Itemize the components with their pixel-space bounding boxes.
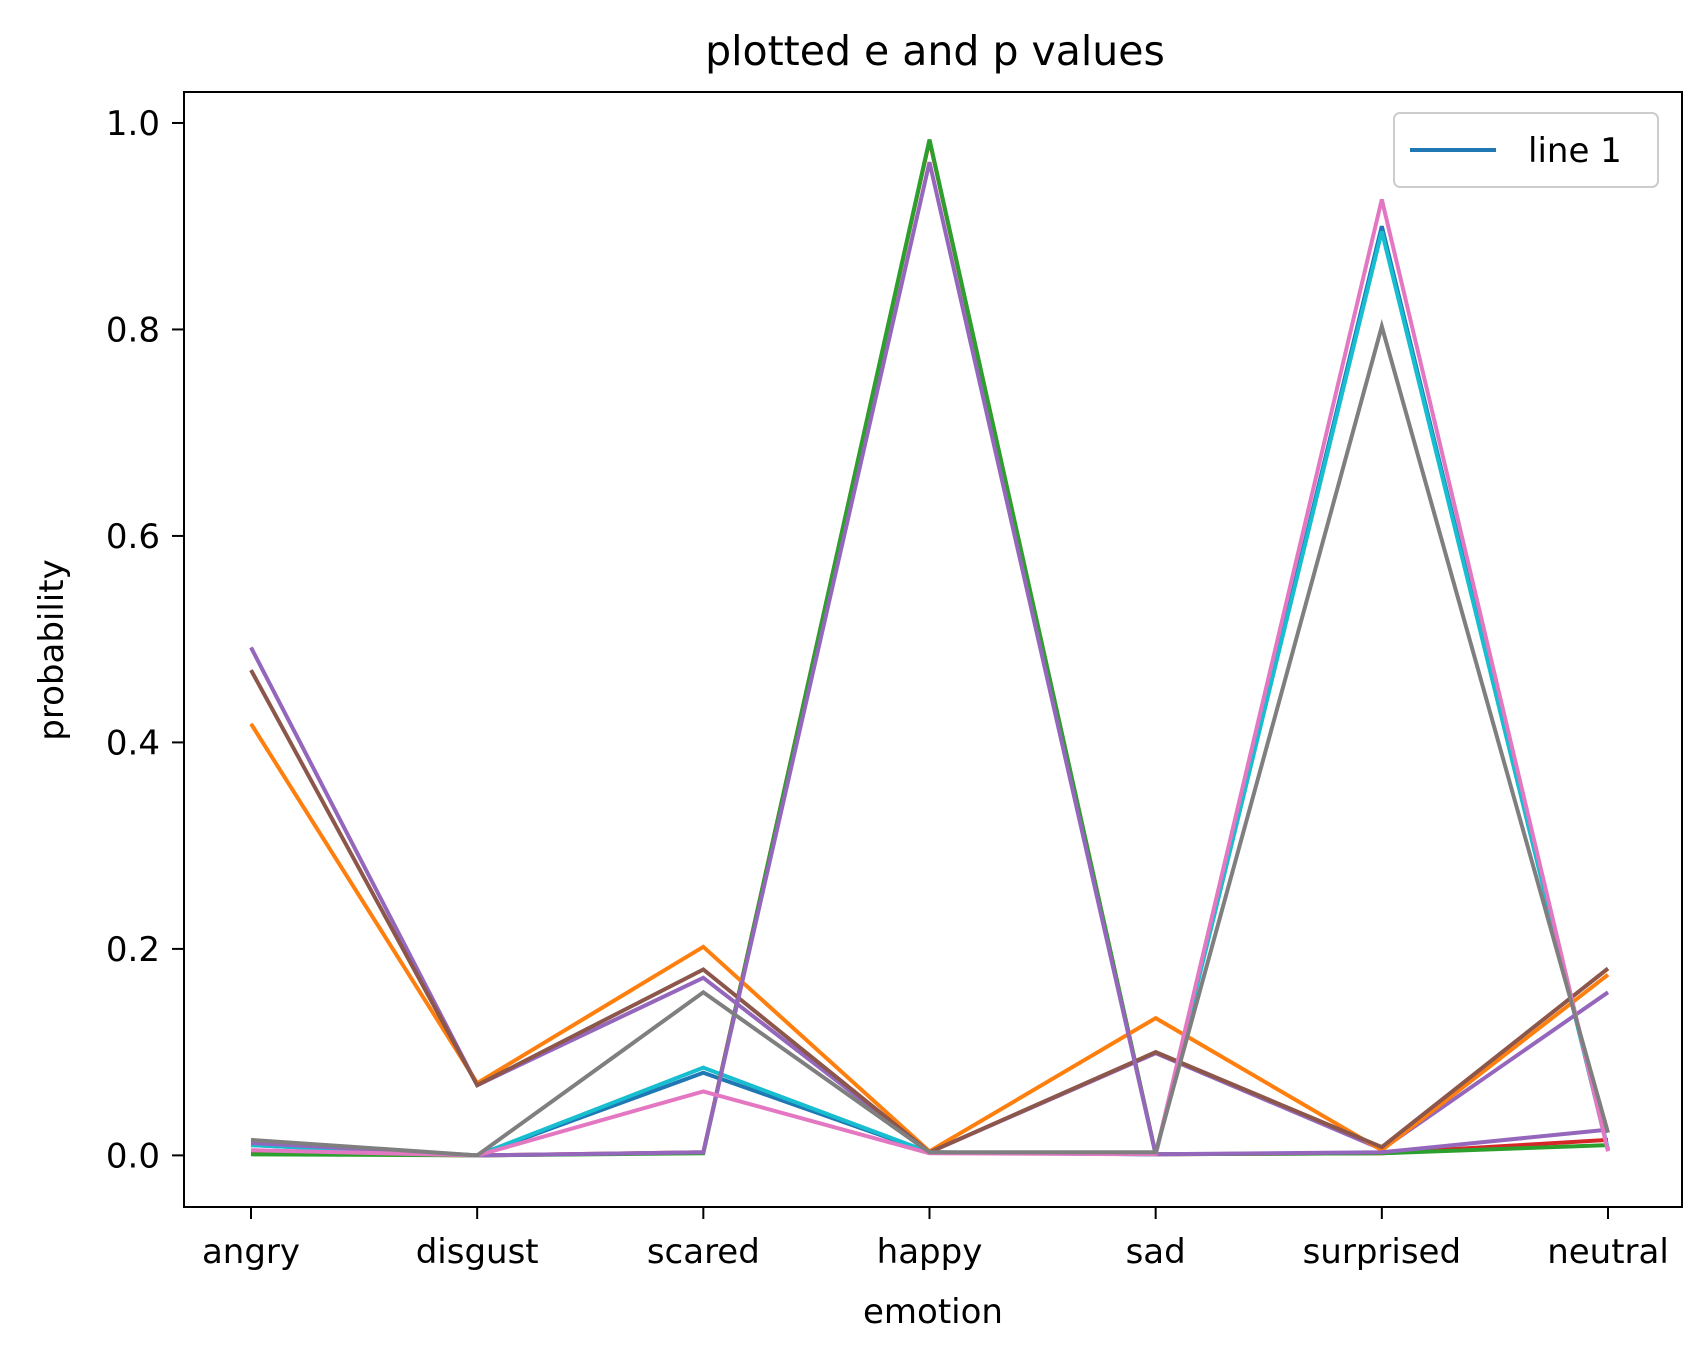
y-tick-label-4: 0.8 xyxy=(106,310,160,350)
plot-frame xyxy=(183,91,1683,1208)
y-axis: 0.0 0.2 0.4 0.6 0.8 1.0 xyxy=(106,104,184,1176)
chart-title: plotted e and p values xyxy=(705,27,1165,75)
y-tick-label-5: 1.0 xyxy=(106,104,160,144)
series-line-7 xyxy=(249,669,1610,1155)
x-tick-label-surprised: surprised xyxy=(1303,1232,1461,1272)
legend-box xyxy=(1393,112,1659,188)
legend: line 1 xyxy=(1393,112,1659,188)
series-line-1 xyxy=(250,225,1610,1158)
y-tick-label-2: 0.4 xyxy=(106,723,160,763)
x-tick-label-sad: sad xyxy=(1126,1232,1186,1272)
series-line-2 xyxy=(250,230,1610,1158)
series-line-5 xyxy=(249,646,1610,1155)
x-axis: angry disgust scared happy sad surprised neutr… xyxy=(202,1207,1669,1272)
x-tick-label-disgust: disgust xyxy=(416,1232,539,1272)
series-layer xyxy=(249,139,1610,1158)
series-line-9 xyxy=(250,198,1610,1158)
series-line-6 xyxy=(249,722,1610,1154)
x-tick-label-happy: happy xyxy=(877,1232,983,1272)
x-tick-label-scared: scared xyxy=(647,1232,760,1272)
y-tick-label-0: 0.0 xyxy=(106,1136,160,1176)
x-tick-label-neutral: neutral xyxy=(1547,1232,1669,1272)
series-line-10 xyxy=(250,318,1610,1158)
x-tick-label-angry: angry xyxy=(202,1232,300,1272)
legend-label-line-1: line 1 xyxy=(1528,131,1622,171)
y-tick-label-3: 0.6 xyxy=(106,517,160,557)
y-axis-title: probability xyxy=(32,559,72,740)
y-tick-label-1: 0.2 xyxy=(106,930,160,970)
x-axis-title: emotion xyxy=(863,1292,1003,1332)
